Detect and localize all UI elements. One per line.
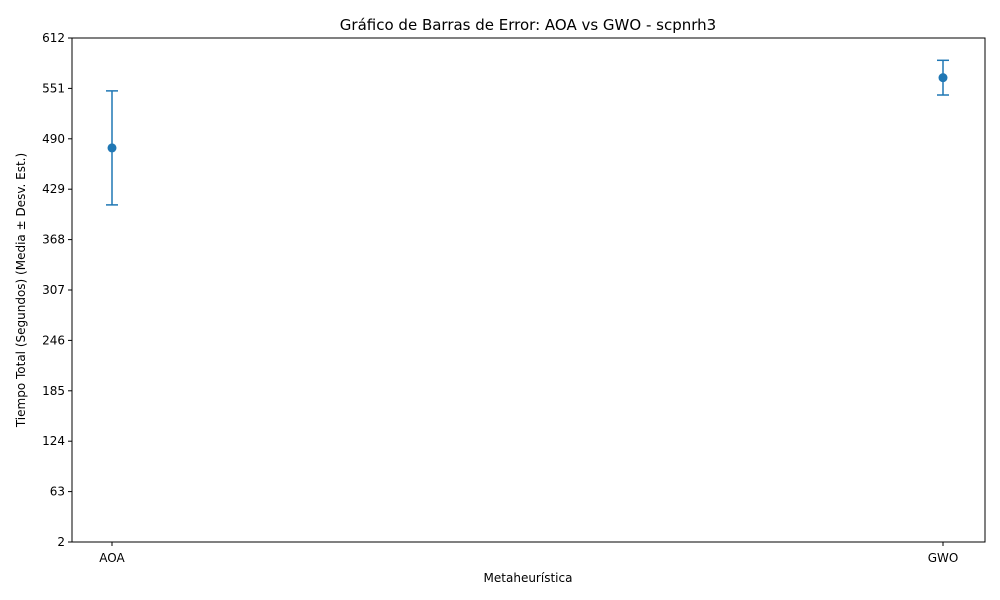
x-axis: AOA GWO bbox=[99, 542, 958, 565]
y-tick-label: 63 bbox=[50, 485, 65, 499]
y-tick-label: 490 bbox=[42, 132, 65, 146]
y-tick-label: 612 bbox=[42, 31, 65, 45]
y-tick-label: 2 bbox=[57, 535, 65, 549]
y-axis-title: Tiempo Total (Segundos) (Media ± Desv. E… bbox=[14, 153, 28, 428]
y-tick-label: 185 bbox=[42, 384, 65, 398]
x-axis-title: Metaheurística bbox=[484, 571, 573, 585]
y-axis: 2 63 124 185 246 307 368 429 490 551 612 bbox=[42, 31, 72, 549]
mean-point-gwo bbox=[938, 73, 948, 83]
mean-point-aoa bbox=[107, 143, 117, 153]
y-tick-label: 307 bbox=[42, 283, 65, 297]
data-marks bbox=[106, 59, 949, 206]
y-tick-label: 368 bbox=[42, 233, 65, 247]
plot-area-frame bbox=[71, 37, 986, 543]
y-tick-label: 124 bbox=[42, 434, 65, 448]
y-tick-label: 551 bbox=[42, 81, 65, 95]
x-tick-label: AOA bbox=[99, 551, 125, 565]
y-tick-label: 429 bbox=[42, 182, 65, 196]
chart-title: Gráfico de Barras de Error: AOA vs GWO -… bbox=[340, 16, 716, 34]
x-tick-label: GWO bbox=[928, 551, 959, 565]
y-tick-label: 246 bbox=[42, 333, 65, 347]
